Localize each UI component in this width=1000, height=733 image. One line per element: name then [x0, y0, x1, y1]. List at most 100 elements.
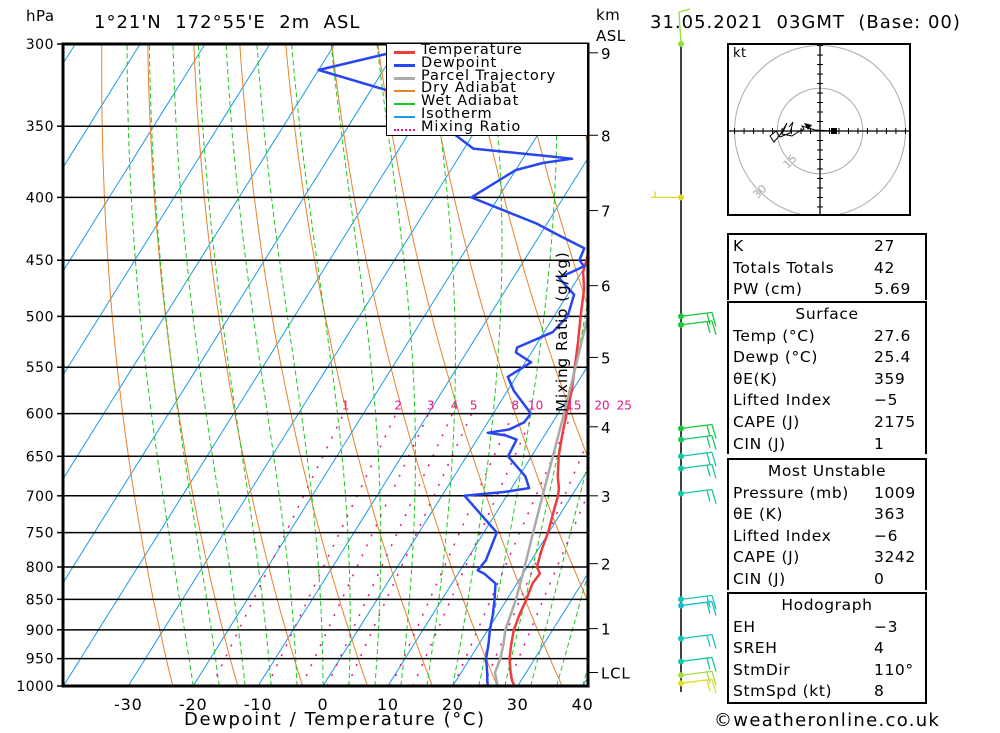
wind-barb — [680, 423, 713, 430]
legend-swatch — [394, 90, 415, 92]
isotherm-line — [322, 261, 588, 686]
wind-barb-feather — [706, 453, 711, 465]
wet-adiabat-line — [225, 44, 298, 686]
copyright-footer: ©weatheronline.co.uk — [714, 710, 941, 731]
hodograph-ring-label: 45 — [729, 212, 739, 214]
wind-barb-feather — [711, 489, 717, 504]
wet-adiabat-line — [172, 44, 246, 686]
isotherm-line — [63, 44, 206, 273]
wind-barb-feather — [711, 424, 717, 439]
isotherm-line — [257, 157, 588, 686]
wind-barb-feather — [711, 312, 717, 327]
mixing-ratio-label: 3 — [427, 399, 435, 413]
x-tick-label: 20 — [442, 695, 464, 714]
pressure-tick-label: 800 — [26, 560, 54, 576]
stat-value: 4 — [874, 639, 885, 658]
stat-row: Temp (°C) 27.6 — [729, 325, 925, 347]
mixing-ratio-label: 15 — [566, 399, 581, 413]
wind-barb-feather — [711, 679, 717, 694]
wind-barb — [678, 11, 682, 45]
stat-value: 0 — [874, 569, 885, 588]
stat-label: CIN (J) — [733, 434, 786, 453]
stat-value: 359 — [874, 369, 906, 388]
mixing-ratio-line — [211, 413, 345, 686]
stat-row: Lifted Index −5 — [729, 389, 925, 411]
mixing-ratio-label: 10 — [528, 399, 543, 413]
wind-barb-feather — [711, 634, 717, 649]
wind-barb-feather — [711, 452, 717, 467]
stat-row: θE(K) 359 — [729, 368, 925, 390]
isotherm-line — [63, 44, 271, 376]
stat-value: −5 — [874, 391, 899, 410]
stat-row: Totals Totals 42 — [729, 257, 925, 279]
x-tick-label: 10 — [377, 695, 399, 714]
pressure-tick-label: 350 — [26, 119, 54, 135]
wind-barb-feather — [706, 425, 711, 437]
height-tick-label: 6 — [601, 278, 611, 296]
stat-row: Lifted Index −6 — [729, 525, 925, 547]
legend-swatch — [394, 116, 415, 118]
mixing-ratio-label: 25 — [617, 399, 632, 413]
stat-label: K — [733, 237, 744, 255]
stat-label: StmDir — [733, 660, 791, 679]
wet-adiabat-line — [197, 44, 272, 686]
indices-panel: K 27 Totals Totals 42 PW (cm) 5.69 — [727, 233, 927, 300]
plot-frame — [61, 42, 590, 688]
stat-value: 25.4 — [874, 348, 911, 367]
pressure-tick-label: 450 — [26, 253, 54, 269]
panel-title-text: Surface — [795, 305, 859, 323]
stat-value: 27 — [874, 237, 895, 255]
wind-barb-feather — [706, 680, 711, 692]
wind-barb — [680, 600, 713, 607]
dry-adiabat-line — [515, 44, 588, 309]
pressure-tick-label: 1000 — [16, 679, 54, 695]
legend-label: Isotherm — [421, 106, 493, 122]
isotherm-line — [0, 44, 10, 686]
legend-label: Dewpoint — [421, 54, 498, 71]
temperature-line — [508, 246, 588, 686]
wind-barb-feather — [706, 672, 711, 684]
stat-label: Totals Totals — [733, 258, 835, 277]
legend-item: Dewpoint — [391, 54, 581, 72]
wind-barb — [680, 594, 713, 600]
wet-adiabat-line — [291, 44, 351, 686]
stat-row: θE (K) 363 — [729, 503, 925, 525]
wet-adiabat-line — [426, 44, 456, 686]
x-tick-label: 0 — [318, 695, 329, 714]
pressure-tick-label: 400 — [26, 190, 54, 206]
mixing-ratio-label: 4 — [451, 399, 459, 413]
wind-barb — [680, 311, 713, 318]
location-title: 1°21'N 172°55'E 2m ASL — [94, 12, 361, 33]
legend-label: Wet Adiabat — [421, 93, 520, 110]
stat-label: CAPE (J) — [733, 412, 800, 431]
stat-value: 2175 — [874, 412, 916, 431]
legend-label: Mixing Ratio — [421, 118, 522, 135]
wind-barb-feather — [706, 635, 711, 647]
x-tick-label: 40 — [572, 695, 594, 714]
stat-value: −3 — [874, 617, 899, 636]
panel-title: Surface — [729, 303, 925, 325]
stat-label: CIN (J) — [733, 569, 786, 588]
wind-barb-feather — [706, 602, 711, 614]
wind-barb-feather — [706, 436, 711, 448]
wind-barb-feather — [706, 465, 711, 477]
dewpoint-line — [317, 51, 586, 686]
stat-row: CIN (J) 0 — [729, 568, 925, 590]
stat-label: θE(K) — [733, 369, 778, 388]
dry-adiabat-line — [469, 44, 588, 459]
legend-item: Wet Adiabat — [391, 93, 581, 110]
stat-label: Pressure (mb) — [733, 483, 849, 502]
hodograph-trace — [769, 121, 833, 143]
stat-value: 3242 — [874, 548, 916, 567]
height-tick-label: LCL — [601, 664, 631, 682]
wet-adiabat-line — [256, 44, 324, 686]
hodograph: 153045 kt — [727, 43, 911, 216]
x-tick-label: -30 — [114, 695, 143, 714]
legend-item: Isotherm — [391, 106, 581, 123]
pressure-unit-label: hPa — [26, 7, 55, 25]
hodograph-unit-label: kt — [733, 46, 747, 61]
legend-swatch — [394, 76, 415, 80]
mixing-ratio-label: 1 — [342, 399, 350, 413]
stat-row: Dewp (°C) 25.4 — [729, 346, 925, 368]
